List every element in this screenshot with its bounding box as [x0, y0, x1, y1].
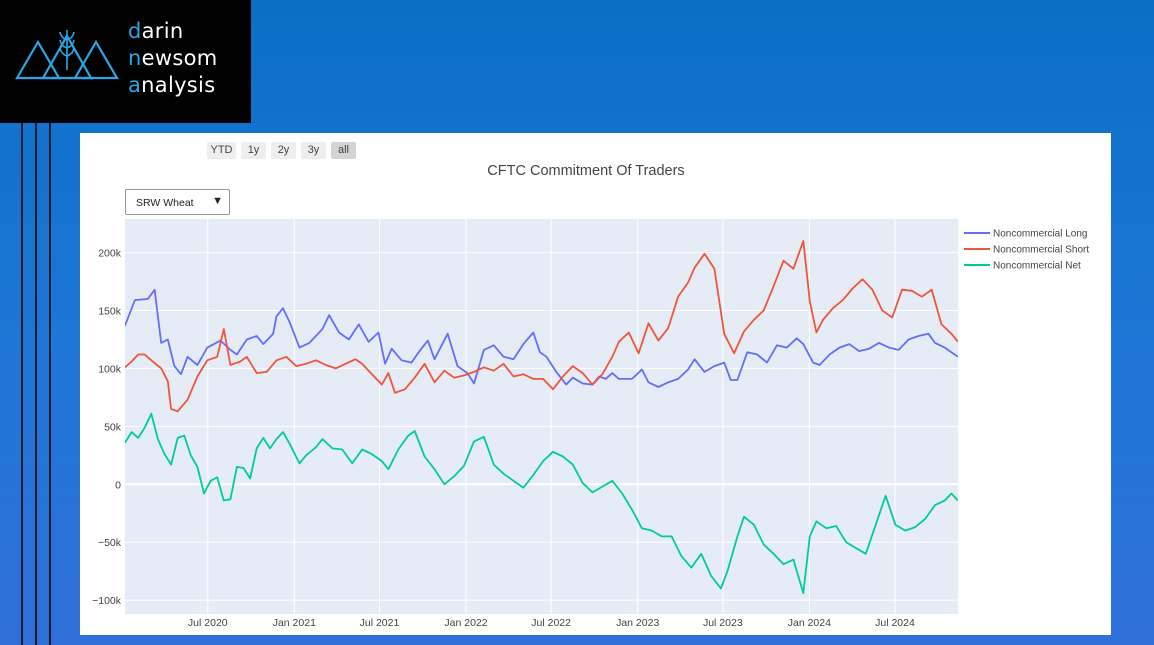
- decorative-bar: [49, 123, 51, 645]
- x-tick-label: Jan 2021: [273, 617, 316, 629]
- x-tick-label: Jul 2024: [875, 617, 915, 629]
- x-tick-label: Jan 2023: [616, 617, 659, 629]
- range-all-button[interactable]: all: [331, 142, 356, 159]
- x-tick-label: Jul 2023: [703, 617, 743, 629]
- x-tick-label: Jan 2022: [444, 617, 487, 629]
- range-3y-button[interactable]: 3y: [301, 142, 326, 159]
- x-tick-label: Jul 2020: [188, 617, 228, 629]
- range-1y-button[interactable]: 1y: [241, 142, 266, 159]
- y-tick-label: 150k: [98, 306, 122, 318]
- plot-area: [125, 219, 958, 614]
- x-tick-label: Jul 2022: [531, 617, 571, 629]
- wheat-mountains-icon: [15, 30, 119, 80]
- range-ytd-button[interactable]: YTD: [207, 142, 236, 159]
- decorative-bar: [21, 123, 23, 645]
- series-line-noncommercial-long: [125, 288, 958, 388]
- line-chart: −100k −50k 0 50k 100k 150k 200k Jul 2020 Jan 202…: [92, 219, 1089, 629]
- decorative-bar: [35, 123, 37, 645]
- chart-title: CFTC Commitment Of Traders: [487, 163, 685, 179]
- legend-item[interactable]: Noncommercial Net: [993, 261, 1081, 272]
- x-tick-label: Jan 2024: [788, 617, 831, 629]
- legend-item[interactable]: Noncommercial Short: [993, 245, 1089, 256]
- brand-wordmark: darin newsom analysis: [128, 19, 218, 97]
- dropdown-selected-value: SRW Wheat: [136, 197, 194, 209]
- y-tick-label: −100k: [92, 595, 122, 607]
- chart-panel: YTD 1y 2y 3y all CFTC Commitment Of Trad…: [80, 133, 1111, 635]
- y-tick-label: 200k: [98, 248, 122, 260]
- series-line-noncommercial-short: [125, 240, 958, 413]
- brand-logo: darin newsom analysis: [0, 0, 251, 123]
- series-line-noncommercial-net: [125, 412, 958, 595]
- caret-down-icon: ▼: [212, 195, 223, 207]
- x-tick-label: Jul 2021: [360, 617, 400, 629]
- y-tick-label: 100k: [98, 363, 122, 375]
- y-tick-label: −50k: [98, 537, 122, 549]
- range-2y-button[interactable]: 2y: [271, 142, 296, 159]
- legend-item[interactable]: Noncommercial Long: [993, 229, 1088, 240]
- y-tick-label: 0: [115, 479, 121, 491]
- y-tick-label: 50k: [104, 421, 122, 433]
- commodity-dropdown[interactable]: SRW Wheat ▼: [125, 189, 230, 215]
